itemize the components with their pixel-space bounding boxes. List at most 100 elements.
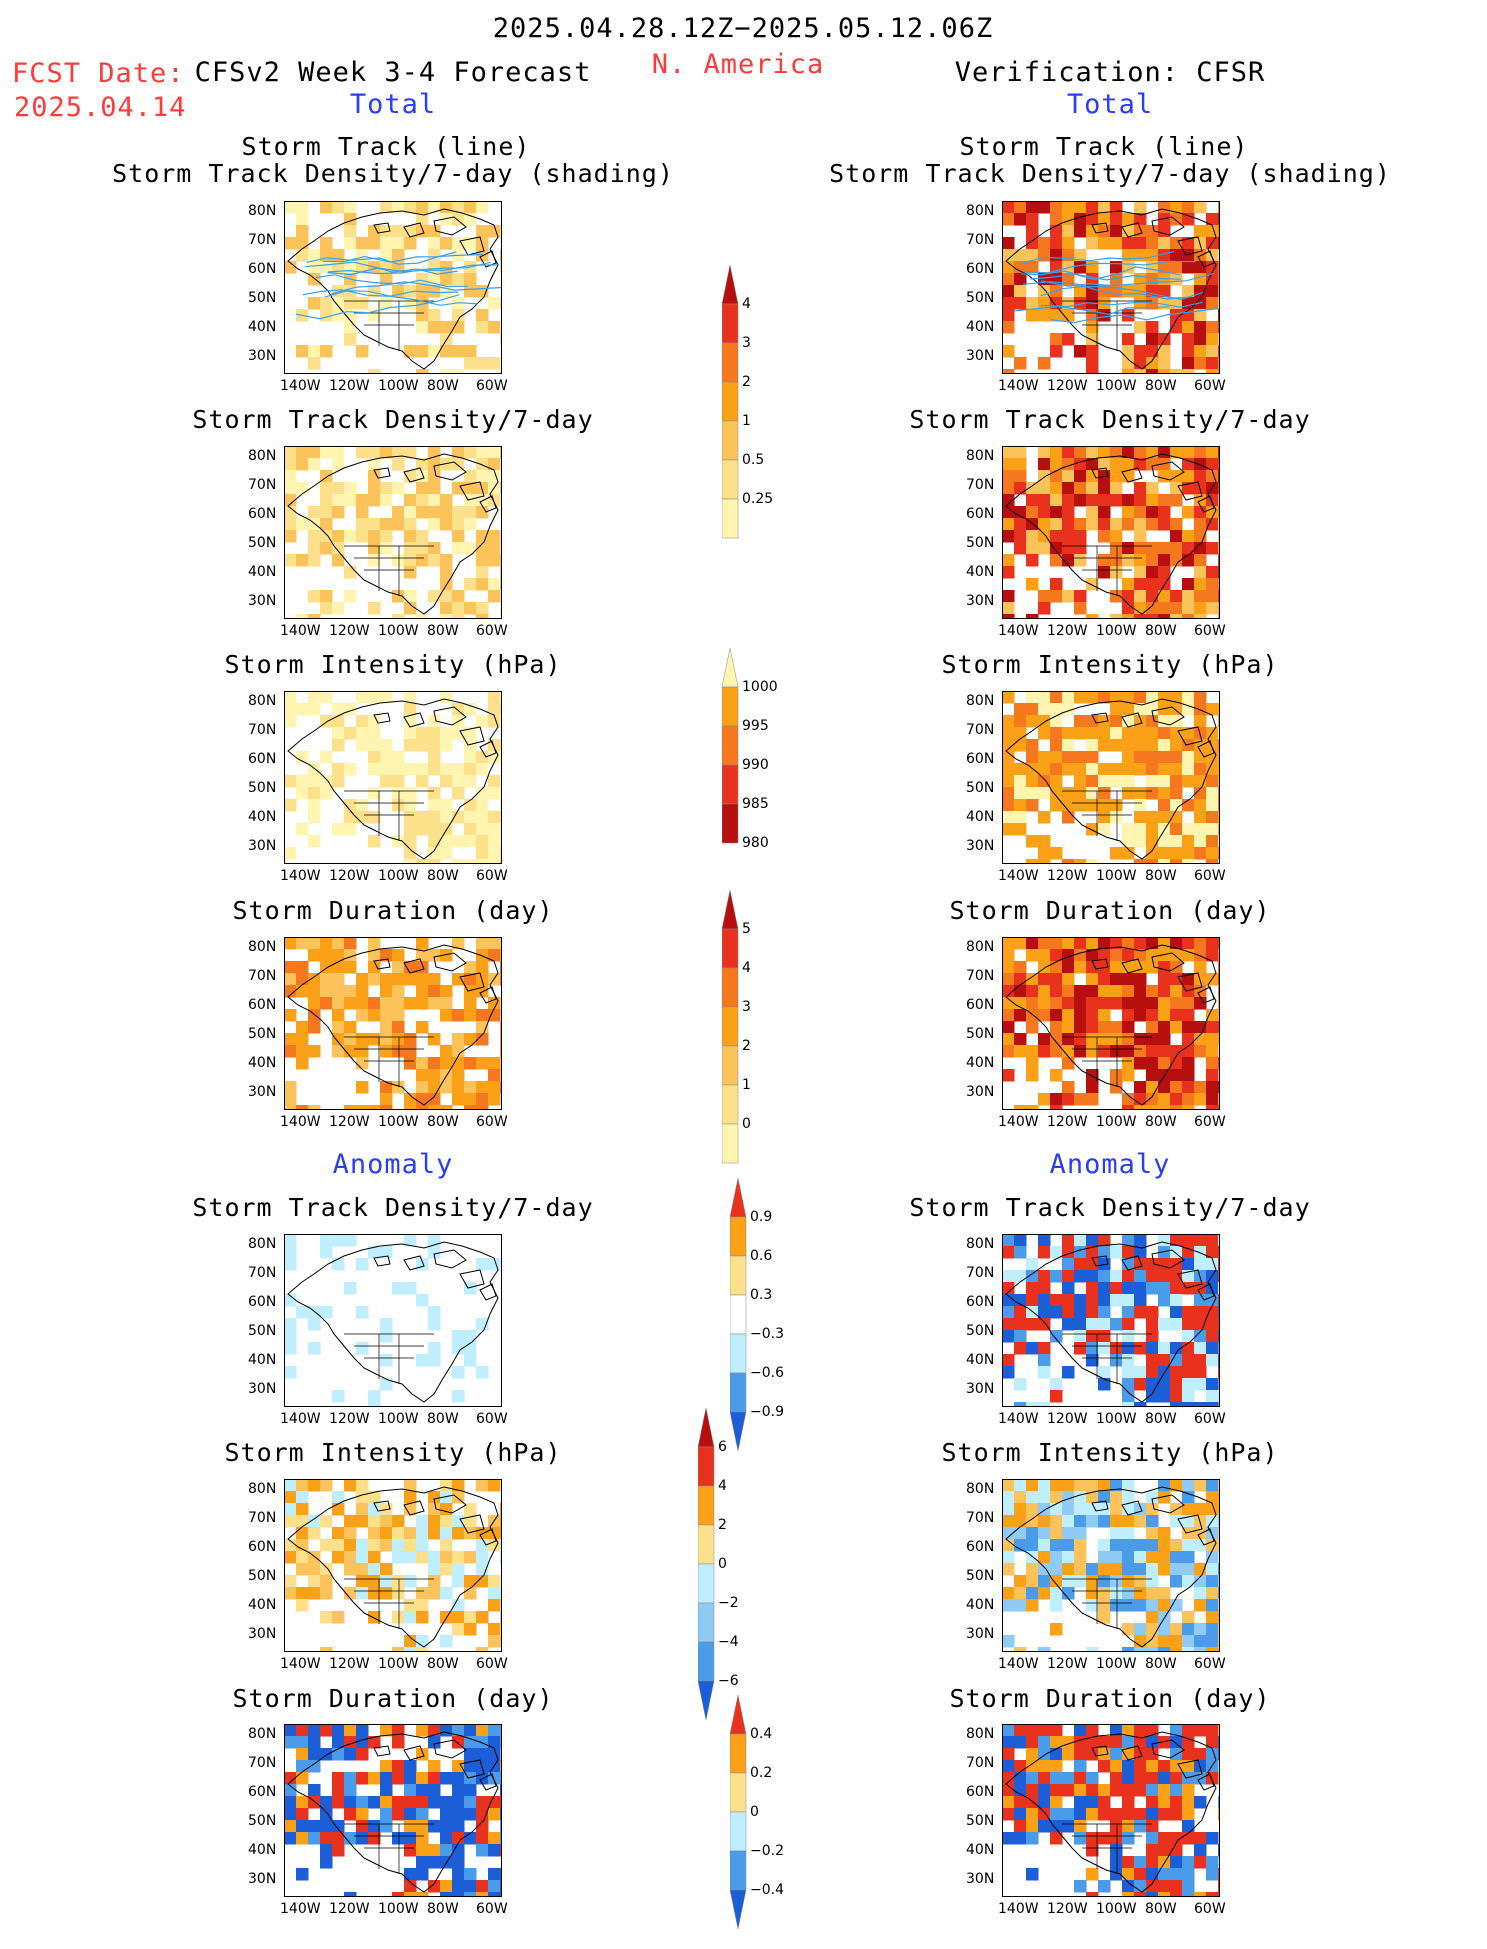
shaded-cell: [296, 961, 309, 974]
shaded-cell: [1170, 602, 1183, 615]
colorbar-tick-label: 2: [742, 374, 751, 390]
shaded-cell: [296, 1551, 309, 1564]
shaded-cell: [1170, 727, 1183, 740]
shaded-cell: [1122, 1033, 1135, 1046]
shaded-cell: [1026, 1784, 1039, 1797]
island-outline: [433, 1739, 467, 1759]
shaded-cell: [464, 542, 477, 555]
shaded-cell: [1122, 1270, 1135, 1283]
shaded-cell: [344, 482, 357, 495]
shaded-cell: [1194, 1330, 1207, 1343]
shaded-cell: [356, 1748, 369, 1761]
colorbar-strip: [722, 890, 739, 1164]
shaded-cell: [404, 1234, 417, 1247]
shaded-cell: [1026, 237, 1039, 250]
shaded-cell: [1146, 1354, 1159, 1367]
shaded-cell: [1170, 949, 1183, 962]
shaded-cell: [1182, 859, 1195, 864]
shaded-cell: [488, 847, 501, 860]
shaded-cell: [332, 1772, 345, 1785]
shaded-cell: [464, 985, 477, 998]
shaded-cell: [1146, 997, 1159, 1010]
shaded-cell: [284, 1491, 297, 1504]
shaded-cell: [380, 1081, 393, 1094]
shaded-cell: [1110, 614, 1123, 619]
shaded-cell: [1182, 1306, 1195, 1319]
shaded-cell: [1134, 787, 1147, 800]
shaded-cell: [392, 1515, 405, 1528]
lon-tick-label: 80W: [427, 623, 459, 639]
shaded-cell: [1062, 1551, 1075, 1564]
shaded-cell: [1182, 1009, 1195, 1022]
shaded-cell: [428, 1491, 441, 1504]
shaded-cell: [1182, 727, 1195, 740]
lat-tick-label: 80N: [966, 448, 995, 464]
shaded-cell: [1002, 530, 1015, 543]
lon-tick-label: 80W: [1145, 378, 1177, 394]
shaded-cell: [1014, 739, 1027, 752]
shaded-cell: [452, 1033, 465, 1046]
shaded-cell: [1050, 985, 1063, 998]
shaded-cell: [332, 506, 345, 519]
shaded-cell: [368, 1539, 381, 1552]
shaded-cell: [428, 1760, 441, 1773]
shaded-cell: [380, 542, 393, 555]
shaded-cell: [1038, 1354, 1051, 1367]
shaded-cell: [1146, 1527, 1159, 1540]
shaded-cell: [308, 985, 321, 998]
shaded-cell: [1050, 201, 1063, 214]
shaded-cell: [1122, 333, 1135, 346]
shaded-cell: [1170, 1306, 1183, 1319]
shaded-cell: [1074, 997, 1087, 1010]
lon-tick-label: 120W: [329, 868, 370, 884]
shaded-cell: [332, 494, 345, 507]
shaded-cell: [308, 703, 321, 716]
shaded-cell: [1074, 1563, 1087, 1576]
lat-tick-label: 50N: [248, 1026, 277, 1042]
shaded-cell: [1170, 309, 1183, 322]
shaded-cell: [1158, 1647, 1171, 1652]
shaded-cell: [1182, 333, 1195, 346]
shaded-cell: [308, 1563, 321, 1576]
shaded-cell: [440, 1527, 453, 1540]
shaded-cell: [1110, 703, 1123, 716]
shaded-cell: [1158, 1880, 1171, 1893]
shaded-cell: [344, 1045, 357, 1058]
shaded-cell: [1146, 1599, 1159, 1612]
section-anomaly-left: Anomaly: [332, 1149, 454, 1180]
shaded-cell: [1062, 691, 1075, 704]
shaded-cell: [1026, 985, 1039, 998]
shaded-cell: [488, 1093, 501, 1106]
shaded-cell: [1002, 799, 1015, 812]
shaded-cell: [416, 1093, 429, 1106]
shaded-cell: [1182, 997, 1195, 1010]
shaded-cell: [476, 1611, 489, 1624]
colorbar-tick-label: −0.9: [750, 1404, 784, 1420]
shaded-cell: [1074, 1009, 1087, 1022]
lat-tick-label: 70N: [248, 1510, 277, 1526]
shaded-cell: [1158, 775, 1171, 788]
shaded-cell: [1098, 1551, 1111, 1564]
shaded-cell: [452, 1760, 465, 1773]
shaded-cell: [1158, 285, 1171, 298]
shaded-cell: [476, 602, 489, 615]
shaded-cell: [1098, 1599, 1111, 1612]
shaded-cell: [488, 691, 501, 704]
shaded-cell: [1158, 847, 1171, 860]
shaded-cell: [1014, 201, 1027, 214]
shaded-cell: [1134, 1772, 1147, 1785]
shaded-cell: [368, 1503, 381, 1516]
shaded-cell: [308, 357, 321, 370]
lat-tick-label: 50N: [248, 1813, 277, 1829]
shaded-cell: [1110, 1736, 1123, 1749]
shaded-cell: [1206, 799, 1219, 812]
shaded-cell: [1110, 201, 1123, 214]
lon-tick-label: 60W: [476, 1656, 508, 1672]
shaded-cell: [488, 578, 501, 591]
shaded-cell: [488, 937, 501, 950]
lon-tick-label: 80W: [1145, 623, 1177, 639]
shaded-cell: [392, 973, 405, 986]
shaded-cell: [380, 530, 393, 543]
verification-title: Verification: CFSR: [954, 57, 1266, 88]
shaded-cell: [1074, 225, 1087, 238]
